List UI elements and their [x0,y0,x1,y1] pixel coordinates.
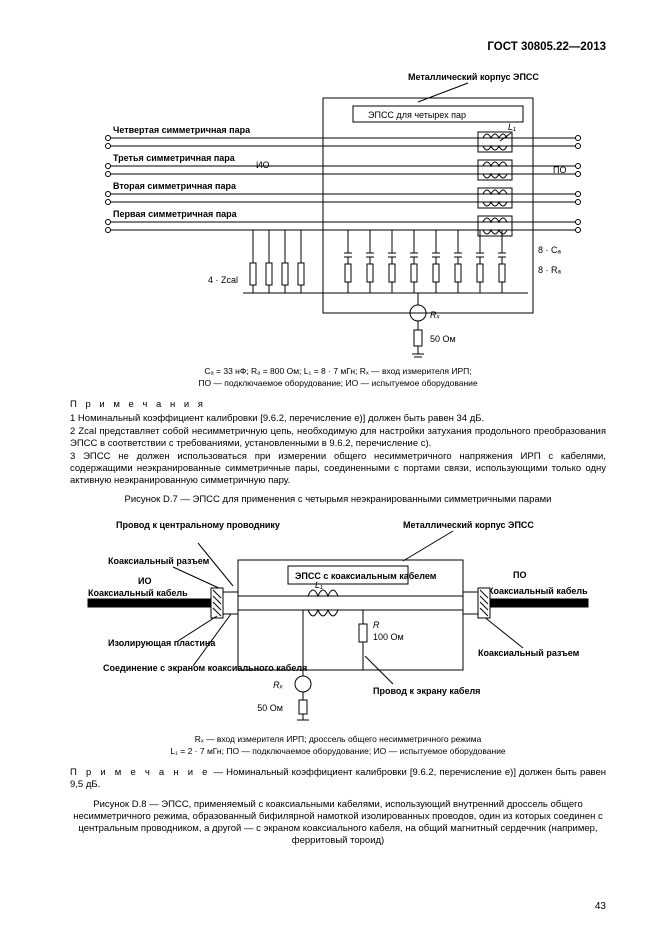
caption-line: ПО — подключаемое оборудование; ИО — исп… [198,378,477,388]
svg-text:Rₓ: Rₓ [430,310,440,320]
doc-header: ГОСТ 30805.22—2013 [70,40,606,54]
svg-text:ЭПСС для четырех пар: ЭПСС для четырех пар [368,110,466,120]
single-note: П р и м е ч а н и е — Номинальный коэффи… [70,767,606,791]
svg-text:Провод к экрану кабеля: Провод к экрану кабеля [373,686,480,696]
figure-d7: Металлический корпус ЭПСС ЭПСС для четыр… [70,68,606,358]
svg-text:Коаксиальный разъем: Коаксиальный разъем [478,648,580,658]
svg-text:Соединение с экраном коаксиаль: Соединение с экраном коаксиального кабел… [103,663,307,673]
figure-d8: Провод к центральному проводнику Металли… [70,516,606,726]
svg-text:100 Ом: 100 Ом [373,632,404,642]
svg-text:4 · Zcal: 4 · Zcal [208,275,238,285]
svg-text:Коаксиальный разъем: Коаксиальный разъем [108,556,210,566]
svg-text:Коаксиальный кабель: Коаксиальный кабель [488,586,588,596]
svg-text:Первая симметричная пара: Первая симметричная пара [113,209,238,219]
svg-text:8 · Rₐ: 8 · Rₐ [538,265,562,275]
page: ГОСТ 30805.22—2013 Металлический корпус … [0,0,661,935]
figure-d7-svg: Металлический корпус ЭПСС ЭПСС для четыр… [88,68,588,358]
svg-text:ИО: ИО [256,160,269,170]
svg-text:50 Ом: 50 Ом [430,334,456,344]
svg-text:Rₓ: Rₓ [273,680,283,690]
svg-text:50 Ом: 50 Ом [257,703,283,713]
svg-text:Коаксиальный кабель: Коаксиальный кабель [88,588,188,598]
notes-block: П р и м е ч а н и я 1 Номинальный коэффи… [70,399,606,486]
svg-text:Металлический корпус ЭПСС: Металлический корпус ЭПСС [408,72,539,82]
svg-text:Третья симметричная пара: Третья симметричная пара [113,153,236,163]
notes-title: П р и м е ч а н и я [70,399,606,411]
figure-d8-params: Rₓ — вход измерителя ИРП; дроссель общег… [70,734,606,757]
svg-text:R: R [373,620,380,630]
caption-line: Cₐ = 33 нФ; Rₐ = 800 Ом; L₁ = 8 · 7 мГн;… [204,366,471,376]
note-prefix: П р и м е ч а н и е [70,767,210,778]
figure-d8-caption: Рисунок D.8 — ЭПСС, применяемый с коакси… [70,799,606,847]
figure-d7-caption: Рисунок D.7 — ЭПСС для применения с четы… [70,494,606,506]
svg-text:Четвертая симметричная пара: Четвертая симметричная пара [113,125,251,135]
figure-d8-svg: Провод к центральному проводнику Металли… [83,516,593,726]
caption-line: Rₓ — вход измерителя ИРП; дроссель общег… [195,734,482,744]
svg-text:ПО: ПО [513,570,526,580]
svg-text:Провод к центральному проводни: Провод к центральному проводнику [116,520,280,530]
svg-text:L₁: L₁ [315,580,323,590]
svg-text:Вторая симметричная пара: Вторая симметричная пара [113,181,237,191]
note-item: 3 ЭПСС не должен использоваться при изме… [70,451,606,487]
svg-text:ИО: ИО [138,576,151,586]
note-item: 2 Zcal представляет собой несимметричную… [70,426,606,450]
page-number: 43 [595,901,606,914]
svg-text:Металлический корпус ЭПСС: Металлический корпус ЭПСС [403,520,534,530]
svg-text:Изолирующая пластина: Изолирующая пластина [108,638,216,648]
svg-text:L₁: L₁ [508,122,516,132]
caption-line: L₁ = 2 · 7 мГн; ПО — подключаемое оборуд… [170,746,505,756]
svg-text:ПО: ПО [553,165,566,175]
svg-text:8 · Cₐ: 8 · Cₐ [538,245,562,255]
note-item: 1 Номинальный коэффициент калибровки [9.… [70,413,606,425]
figure-d7-params: Cₐ = 33 нФ; Rₐ = 800 Ом; L₁ = 8 · 7 мГн;… [70,366,606,389]
